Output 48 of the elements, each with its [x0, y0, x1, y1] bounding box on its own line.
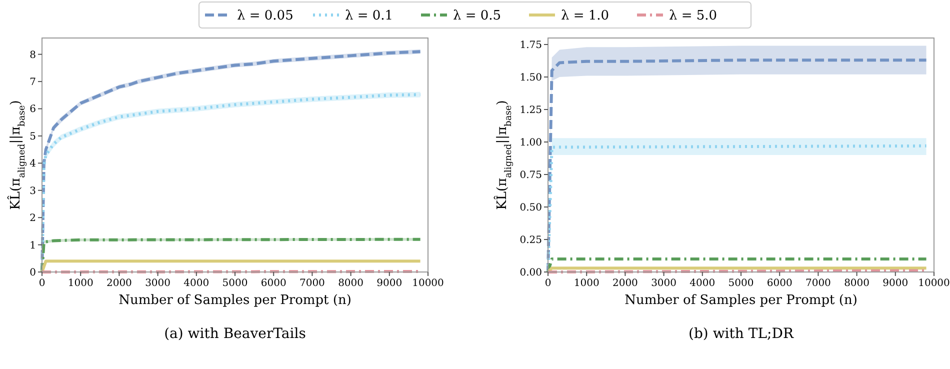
y-tick-label: 6 — [30, 104, 36, 116]
x-tick-label: 4000 — [690, 278, 716, 289]
y-tick-label: 1 — [30, 240, 36, 252]
legend-label: λ = 0.5 — [453, 8, 502, 24]
y-tick-label: 5 — [30, 131, 36, 142]
y-tick-label: 0.75 — [520, 170, 542, 181]
x-tick-label: 7000 — [805, 278, 831, 289]
y-tick-label: 4 — [30, 158, 36, 170]
y-tick-label: 0.50 — [520, 202, 542, 214]
x-tick-label: 2000 — [612, 278, 638, 289]
y-tick-label: 1.25 — [520, 105, 542, 116]
text: (a) with BeaverTails — [164, 326, 306, 342]
y-tick-label: 8 — [30, 50, 36, 61]
x-tick-label: 7000 — [299, 278, 325, 289]
x-tick-label: 0 — [38, 278, 46, 289]
x-tick-label: 5000 — [222, 278, 248, 289]
y-tick-label: 1.00 — [520, 138, 542, 148]
y-tick-label: 1.50 — [520, 72, 542, 84]
x-tick-label: 4000 — [184, 278, 210, 289]
text: (b) with TL;DR — [688, 326, 794, 342]
x-tick-label: 8000 — [338, 278, 364, 289]
x-tick-label: 1000 — [68, 278, 94, 289]
x-tick-label: 10000 — [412, 278, 444, 289]
legend-label: λ = 0.05 — [237, 8, 294, 24]
x-tick-label: 0 — [544, 278, 552, 289]
x-tick-label: 10000 — [918, 278, 950, 289]
y-tick-label: 0.25 — [520, 235, 542, 246]
x-axis-title: Number of Samples per Prompt (n) — [624, 293, 858, 308]
x-axis-title: Number of Samples per Prompt (n) — [118, 293, 352, 308]
x-tick-label: 1000 — [574, 278, 600, 289]
x-tick-label: 3000 — [145, 278, 171, 289]
y-tick-label: 2 — [30, 213, 36, 224]
legend-label: λ = 5.0 — [669, 8, 718, 24]
y-tick-label: 0 — [30, 268, 36, 278]
x-tick-label: 3000 — [651, 278, 677, 289]
x-tick-label: 9000 — [882, 278, 908, 289]
legend-label: λ = 0.1 — [345, 8, 394, 24]
legend-label: λ = 1.0 — [561, 8, 610, 24]
x-tick-label: 6000 — [766, 278, 792, 289]
x-tick-label: 6000 — [260, 278, 286, 289]
y-tick-label: 1.75 — [520, 40, 542, 51]
x-tick-label: 5000 — [728, 278, 754, 289]
x-tick-label: 2000 — [106, 278, 132, 289]
y-tick-label: 3 — [30, 186, 36, 197]
y-tick-label: 0.00 — [520, 268, 542, 278]
y-tick-label: 7 — [30, 77, 36, 88]
x-tick-label: 8000 — [844, 278, 870, 289]
x-tick-label: 9000 — [376, 278, 402, 289]
